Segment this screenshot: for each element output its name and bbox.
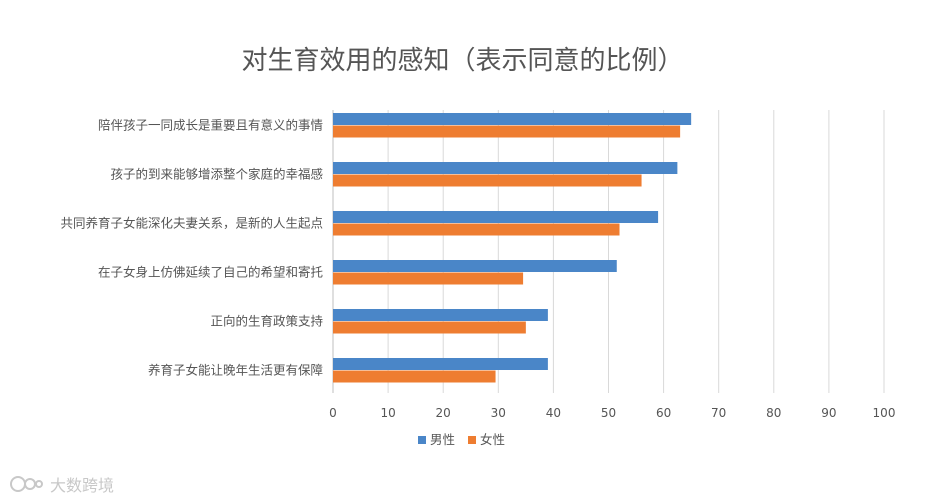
- bar-male: [333, 358, 548, 370]
- x-tick-labels: 0 10 20 30 40 50 60 70 80 90 100: [329, 406, 895, 420]
- legend-label: 男性: [430, 432, 455, 447]
- category-labels: 陪伴孩子一同成长是重要且有意义的事情孩子的到来能够增添整个家庭的幸福感共同养育子…: [60, 118, 323, 378]
- bar-female: [333, 272, 524, 285]
- category-label: 陪伴孩子一同成长是重要且有意义的事情: [98, 118, 323, 133]
- category-label: 正向的生育政策支持: [210, 314, 323, 329]
- category-label: 共同养育子女能深化夫妻关系，是新的人生起点: [60, 216, 323, 231]
- bar-male: [333, 309, 548, 321]
- grid-lines: [332, 110, 885, 393]
- category-label: 养育子女能让晚年生活更有保障: [148, 363, 323, 378]
- x-tick-label: 20: [436, 406, 451, 420]
- x-tick-label: 70: [711, 406, 726, 420]
- bar-female: [333, 370, 496, 383]
- bar-male: [333, 211, 659, 223]
- chart-title: 对生育效用的感知（表示同意的比例）: [241, 46, 684, 76]
- x-tick-label: 10: [380, 406, 395, 420]
- bars: [333, 113, 692, 383]
- watermark: 大数跨境: [10, 472, 114, 496]
- x-tick-label: 50: [601, 406, 616, 420]
- x-tick-label: 0: [329, 406, 337, 420]
- bar-female: [333, 321, 526, 334]
- category-label: 孩子的到来能够增添整个家庭的幸福感: [110, 167, 323, 182]
- bar-male: [333, 162, 678, 174]
- watermark-text: 大数跨境: [50, 476, 115, 495]
- x-tick-label: 80: [766, 406, 781, 420]
- x-tick-label: 60: [656, 406, 671, 420]
- bar-male: [333, 260, 617, 272]
- legend-swatch: [468, 436, 476, 444]
- x-tick-label: 30: [491, 406, 506, 420]
- legend: 男性 女性: [418, 432, 505, 447]
- bar-female: [333, 174, 642, 187]
- legend-label: 女性: [480, 432, 505, 447]
- x-tick-label: 100: [873, 406, 896, 420]
- bar-female: [333, 125, 681, 138]
- legend-swatch: [418, 436, 426, 444]
- x-tick-label: 90: [821, 406, 836, 420]
- category-label: 在子女身上仿佛延续了自己的希望和寄托: [98, 265, 323, 280]
- brand-logo-icon: [10, 476, 43, 492]
- bar-female: [333, 223, 620, 236]
- bar-male: [333, 113, 692, 125]
- x-tick-label: 40: [546, 406, 561, 420]
